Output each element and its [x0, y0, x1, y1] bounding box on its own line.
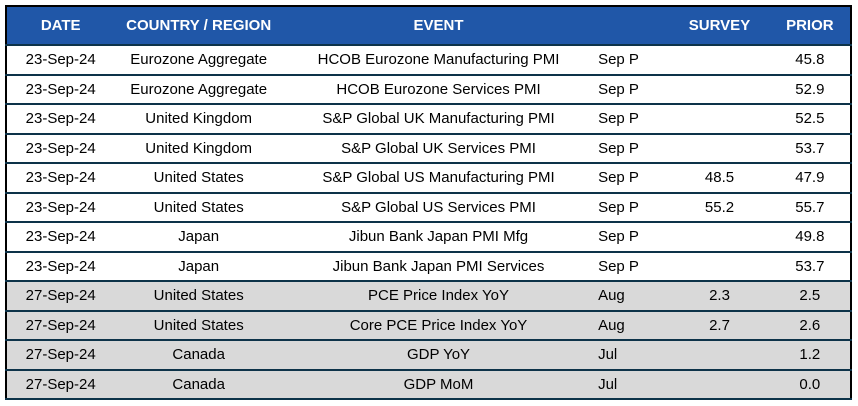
survey-cell — [669, 73, 770, 105]
header-row: DATE COUNTRY / REGION EVENT SURVEY PRIOR — [6, 6, 851, 46]
survey-cell — [669, 44, 770, 76]
prior-cell: 52.5 — [769, 103, 851, 135]
economic-calendar-container: DATE COUNTRY / REGION EVENT SURVEY PRIOR… — [5, 5, 852, 403]
period-cell: Sep P — [594, 162, 670, 194]
event-cell: HCOB Eurozone Services PMI — [282, 73, 595, 105]
event-cell: GDP YoY — [282, 339, 595, 371]
prior-cell: 2.5 — [769, 280, 851, 312]
region-cell: Canada — [114, 339, 283, 371]
event-cell: S&P Global UK Services PMI — [282, 132, 595, 164]
table-row: 23-Sep-24 United Kingdom S&P Global UK S… — [6, 132, 851, 164]
date-cell: 27-Sep-24 — [6, 309, 115, 341]
table-row: 23-Sep-24 United States S&P Global US Ma… — [6, 162, 851, 194]
column-header-survey: SURVEY — [669, 6, 770, 46]
region-cell: United States — [114, 309, 283, 341]
region-cell: Eurozone Aggregate — [114, 44, 283, 76]
region-cell: United States — [114, 191, 283, 223]
period-cell: Aug — [594, 280, 670, 312]
date-cell: 27-Sep-24 — [6, 368, 115, 400]
event-cell: Jibun Bank Japan PMI Mfg — [282, 221, 595, 253]
prior-cell: 2.6 — [769, 309, 851, 341]
table-row: 27-Sep-24 United States Core PCE Price I… — [6, 309, 851, 341]
survey-cell: 2.3 — [669, 280, 770, 312]
period-cell: Sep P — [594, 103, 670, 135]
survey-cell — [669, 339, 770, 371]
period-cell: Sep P — [594, 221, 670, 253]
table-row: 27-Sep-24 Canada GDP MoM Jul 0.0 — [6, 368, 851, 400]
event-cell: GDP MoM — [282, 368, 595, 400]
date-cell: 23-Sep-24 — [6, 250, 115, 282]
survey-cell — [669, 250, 770, 282]
table-row: 23-Sep-24 United Kingdom S&P Global UK M… — [6, 103, 851, 135]
date-cell: 23-Sep-24 — [6, 73, 115, 105]
table-row: 23-Sep-24 Eurozone Aggregate HCOB Eurozo… — [6, 73, 851, 105]
prior-cell: 52.9 — [769, 73, 851, 105]
table-row: 27-Sep-24 Canada GDP YoY Jul 1.2 — [6, 339, 851, 371]
date-cell: 23-Sep-24 — [6, 44, 115, 76]
economic-calendar-table: DATE COUNTRY / REGION EVENT SURVEY PRIOR… — [5, 5, 852, 400]
region-cell: United States — [114, 162, 283, 194]
column-header-region: COUNTRY / REGION — [114, 6, 283, 46]
region-cell: Canada — [114, 368, 283, 400]
period-cell: Sep P — [594, 132, 670, 164]
event-cell: Core PCE Price Index YoY — [282, 309, 595, 341]
survey-cell — [669, 221, 770, 253]
date-cell: 23-Sep-24 — [6, 221, 115, 253]
event-cell: Jibun Bank Japan PMI Services — [282, 250, 595, 282]
event-cell: S&P Global US Manufacturing PMI — [282, 162, 595, 194]
table-row: 23-Sep-24 United States S&P Global US Se… — [6, 191, 851, 223]
region-cell: Japan — [114, 250, 283, 282]
survey-cell — [669, 103, 770, 135]
prior-cell: 47.9 — [769, 162, 851, 194]
date-cell: 23-Sep-24 — [6, 132, 115, 164]
table-row: 23-Sep-24 Japan Jibun Bank Japan PMI Ser… — [6, 250, 851, 282]
column-header-period — [594, 6, 670, 46]
event-cell: HCOB Eurozone Manufacturing PMI — [282, 44, 595, 76]
date-cell: 23-Sep-24 — [6, 191, 115, 223]
date-cell: 23-Sep-24 — [6, 162, 115, 194]
column-header-prior: PRIOR — [769, 6, 851, 46]
prior-cell: 49.8 — [769, 221, 851, 253]
table-body: 23-Sep-24 Eurozone Aggregate HCOB Eurozo… — [6, 44, 851, 400]
prior-cell: 55.7 — [769, 191, 851, 223]
survey-cell: 2.7 — [669, 309, 770, 341]
prior-cell: 53.7 — [769, 132, 851, 164]
event-cell: S&P Global UK Manufacturing PMI — [282, 103, 595, 135]
event-cell: PCE Price Index YoY — [282, 280, 595, 312]
survey-cell — [669, 368, 770, 400]
period-cell: Sep P — [594, 191, 670, 223]
period-cell: Sep P — [594, 44, 670, 76]
date-cell: 23-Sep-24 — [6, 103, 115, 135]
prior-cell: 53.7 — [769, 250, 851, 282]
date-cell: 27-Sep-24 — [6, 280, 115, 312]
table-row: 23-Sep-24 Eurozone Aggregate HCOB Eurozo… — [6, 44, 851, 76]
column-header-event: EVENT — [282, 6, 595, 46]
survey-cell: 55.2 — [669, 191, 770, 223]
region-cell: United Kingdom — [114, 103, 283, 135]
period-cell: Sep P — [594, 73, 670, 105]
prior-cell: 1.2 — [769, 339, 851, 371]
region-cell: United Kingdom — [114, 132, 283, 164]
period-cell: Aug — [594, 309, 670, 341]
table-row: 23-Sep-24 Japan Jibun Bank Japan PMI Mfg… — [6, 221, 851, 253]
column-header-date: DATE — [6, 6, 115, 46]
table-header: DATE COUNTRY / REGION EVENT SURVEY PRIOR — [6, 6, 851, 46]
table-row: 27-Sep-24 United States PCE Price Index … — [6, 280, 851, 312]
date-cell: 27-Sep-24 — [6, 339, 115, 371]
prior-cell: 0.0 — [769, 368, 851, 400]
survey-cell: 48.5 — [669, 162, 770, 194]
period-cell: Jul — [594, 339, 670, 371]
event-cell: S&P Global US Services PMI — [282, 191, 595, 223]
survey-cell — [669, 132, 770, 164]
region-cell: Eurozone Aggregate — [114, 73, 283, 105]
period-cell: Sep P — [594, 250, 670, 282]
prior-cell: 45.8 — [769, 44, 851, 76]
region-cell: Japan — [114, 221, 283, 253]
region-cell: United States — [114, 280, 283, 312]
period-cell: Jul — [594, 368, 670, 400]
